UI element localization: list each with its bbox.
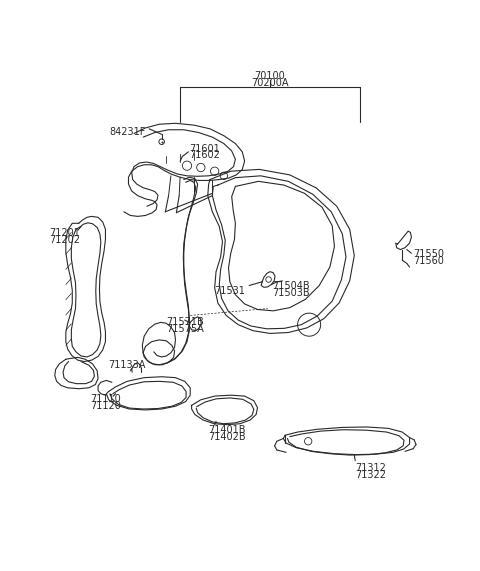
Text: 71575A: 71575A bbox=[166, 324, 204, 333]
Text: 71133A: 71133A bbox=[108, 360, 146, 370]
Text: 71120: 71120 bbox=[90, 401, 121, 411]
Text: 71312: 71312 bbox=[355, 463, 386, 473]
Text: 71531: 71531 bbox=[214, 287, 245, 296]
Text: 71602: 71602 bbox=[189, 151, 220, 160]
Text: 71503B: 71503B bbox=[272, 288, 310, 298]
Text: 70200A: 70200A bbox=[251, 78, 288, 88]
Text: 71504B: 71504B bbox=[272, 281, 310, 291]
Text: 71201: 71201 bbox=[49, 228, 80, 238]
Text: 71202: 71202 bbox=[49, 235, 80, 245]
Text: 71560: 71560 bbox=[413, 256, 444, 266]
Text: 71601: 71601 bbox=[189, 143, 220, 154]
Text: 71402B: 71402B bbox=[208, 432, 245, 441]
Text: 71110: 71110 bbox=[90, 394, 121, 404]
Text: 71571B: 71571B bbox=[166, 317, 204, 327]
Text: 70100: 70100 bbox=[254, 71, 285, 81]
Text: 71322: 71322 bbox=[355, 470, 386, 480]
Text: 71401B: 71401B bbox=[208, 425, 245, 435]
Text: 71550: 71550 bbox=[413, 248, 444, 259]
Text: 84231F: 84231F bbox=[109, 127, 145, 136]
